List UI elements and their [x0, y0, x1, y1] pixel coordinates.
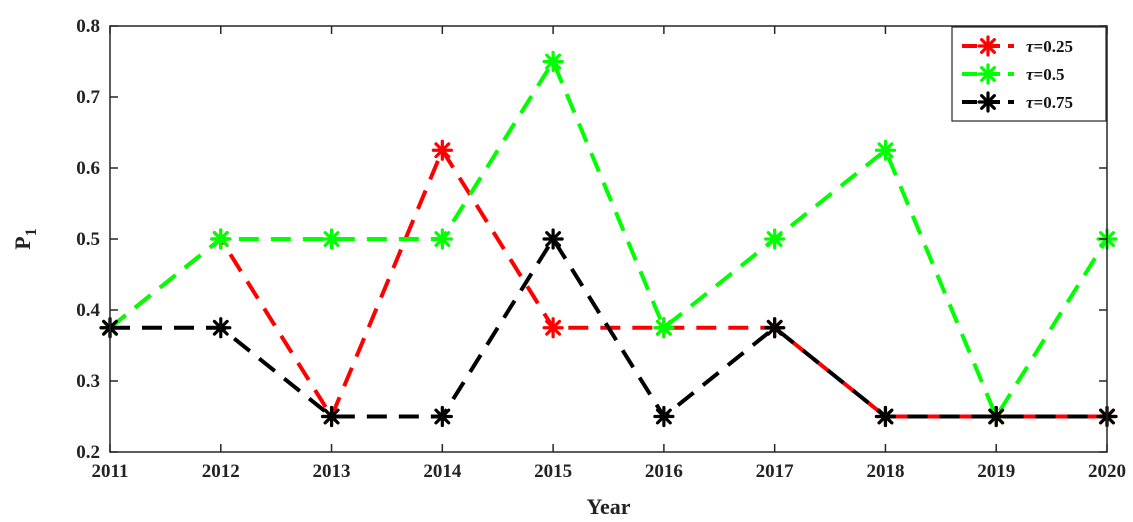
legend-label-symbol: τ [1026, 37, 1034, 56]
series-line [108, 59, 1109, 419]
y-axis-title-subscript: 1 [23, 228, 40, 236]
plot-marks [99, 50, 1118, 428]
x-tick-label: 2013 [313, 461, 351, 482]
x-tick-label: 2014 [423, 461, 462, 482]
series-0 [99, 139, 1118, 428]
asterisk-marker [542, 228, 564, 250]
x-tick-label: 2018 [866, 461, 904, 482]
asterisk-marker [764, 317, 786, 339]
asterisk-stroke [980, 66, 996, 82]
asterisk-stroke [988, 408, 1005, 425]
asterisk-marker [210, 317, 232, 339]
asterisk-stroke [212, 319, 229, 336]
asterisk-marker [431, 405, 453, 428]
asterisk-stroke [766, 231, 783, 247]
asterisk-marker [874, 139, 897, 161]
y-tick-label: 0.7 [76, 87, 100, 108]
x-axis-title: Year [587, 494, 631, 519]
y-tick-label: 0.2 [76, 442, 100, 463]
x-tick-label: 2020 [1088, 461, 1126, 482]
asterisk-marker [431, 139, 453, 161]
asterisk-marker [210, 228, 232, 250]
asterisk-stroke [434, 231, 451, 247]
legend-label-value: =0.75 [1034, 93, 1073, 112]
legend-label-value: =0.5 [1034, 65, 1065, 84]
x-tick-label: 2011 [92, 461, 129, 482]
asterisk-stroke [212, 231, 229, 247]
asterisk-marker [542, 317, 564, 339]
asterisk-marker [985, 405, 1007, 428]
legend-item: τ=0.25 [962, 35, 1073, 57]
asterisk-stroke [655, 319, 672, 336]
legend-label-symbol: τ [1026, 93, 1034, 112]
x-tick-label: 2015 [534, 461, 572, 482]
asterisk-stroke [323, 408, 340, 425]
y-axis-title: P1 [10, 228, 40, 249]
legend-label-value: =0.25 [1034, 37, 1073, 56]
asterisk-stroke [877, 142, 894, 159]
y-axis-title-main: P [10, 236, 35, 249]
asterisk-stroke [877, 408, 894, 425]
x-tick-label: 2012 [202, 461, 240, 482]
axis-ticks: 0.2 0.3 0.4 0.5 0.6 0.7 0.8 2011 2012 2013 2014 201… [76, 16, 1126, 482]
series-line [110, 237, 1107, 419]
series-2 [99, 228, 1118, 428]
asterisk-stroke [545, 53, 562, 70]
x-tick-label: 2016 [645, 461, 683, 482]
x-tick-label: 2019 [977, 461, 1015, 482]
y-tick-label: 0.5 [76, 229, 100, 250]
asterisk-stroke [766, 319, 783, 336]
asterisk-stroke [980, 94, 996, 110]
asterisk-stroke [545, 319, 562, 336]
y-tick-label: 0.6 [76, 158, 100, 179]
asterisk-marker [977, 63, 999, 85]
x-tick-label: 2017 [756, 461, 795, 482]
legend-label-symbol: τ [1026, 65, 1034, 84]
asterisk-marker [977, 91, 999, 113]
y-tick-label: 0.4 [76, 300, 100, 321]
asterisk-marker [320, 228, 343, 250]
asterisk-stroke [323, 231, 340, 247]
asterisk-marker [653, 405, 675, 428]
asterisk-marker [764, 228, 786, 250]
asterisk-marker [653, 317, 675, 339]
asterisk-marker [977, 35, 999, 57]
asterisk-marker [542, 50, 564, 73]
y-tick-label: 0.3 [76, 371, 100, 392]
legend: τ=0.25τ=0.5τ=0.75 [951, 26, 1107, 122]
asterisk-stroke [434, 408, 451, 425]
asterisk-stroke [545, 231, 562, 247]
legend-item: τ=0.75 [962, 91, 1073, 113]
y-tick-label: 0.8 [76, 16, 100, 37]
legend-label: τ=0.5 [1026, 65, 1064, 84]
asterisk-marker [874, 405, 897, 428]
legend-item: τ=0.5 [962, 63, 1064, 85]
asterisk-marker [320, 405, 343, 428]
asterisk-stroke [980, 38, 996, 54]
asterisk-stroke [434, 142, 451, 159]
asterisk-stroke [655, 408, 672, 425]
asterisk-marker [431, 228, 453, 250]
legend-label: τ=0.75 [1026, 93, 1073, 112]
legend-label: τ=0.25 [1026, 37, 1073, 56]
